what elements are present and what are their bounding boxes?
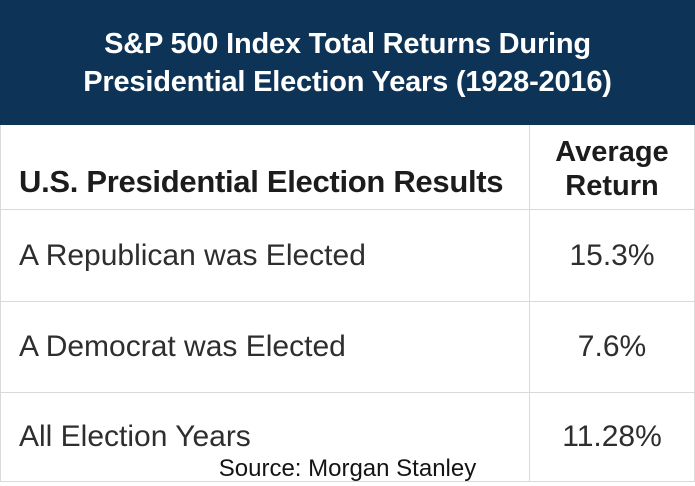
table-row-all-years-label: All Election Years xyxy=(1,393,530,481)
column-header-average-return: Average Return xyxy=(530,125,694,210)
table-row-democrat-value: 7.6% xyxy=(530,302,694,393)
chart-title-banner: S&P 500 Index Total Returns During Presi… xyxy=(0,0,695,125)
chart-title-line-1: S&P 500 Index Total Returns During xyxy=(104,27,591,60)
returns-table: U.S. Presidential Election Results Avera… xyxy=(0,125,695,482)
source-attribution: Source: Morgan Stanley xyxy=(218,455,477,482)
column-header-election-results: U.S. Presidential Election Results xyxy=(1,125,530,210)
chart-title-line-2: Presidential Election Years (1928-2016) xyxy=(83,65,612,98)
table-row-republican-label: A Republican was Elected xyxy=(1,210,530,302)
table-row-all-years-value: 11.28% xyxy=(562,420,662,453)
table-row-democrat-label: A Democrat was Elected xyxy=(1,302,530,393)
table-row-republican-value: 15.3% xyxy=(530,210,694,302)
